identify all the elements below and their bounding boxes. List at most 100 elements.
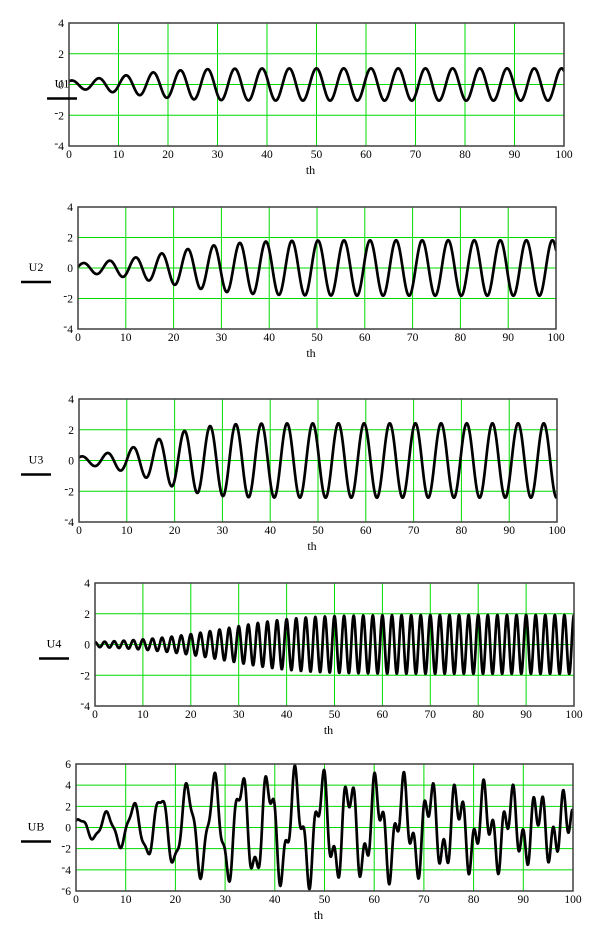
u1-xtick-label: 20 [162,149,174,161]
ub-xtick-label: 20 [170,894,182,906]
ub-x-axis-label: th [314,908,323,922]
u4-xtick-label: 90 [520,709,532,721]
u1-y-axis-label: U1 [55,77,70,91]
u3-xtick-label: 80 [456,525,468,537]
ub-ytick-label: 6 [65,759,71,771]
u1-ytick-label: -2 [54,107,64,122]
u1-xtick-label: 40 [261,149,273,161]
u1-x-axis-label: th [306,163,315,177]
u1-xtick-label: 60 [360,149,372,161]
u3-xtick-label: 30 [217,525,229,537]
u2-xtick-label: 50 [311,332,323,344]
ub-xtick-label: 70 [418,894,430,906]
ub-xtick-label: 60 [368,894,380,906]
u3-axis-box [78,398,558,523]
u2-x-axis-label: th [306,346,315,360]
u3-y-axis-label: U3 [29,453,44,467]
ub-xtick-label: 100 [564,894,582,906]
ub-y-axis-label: UB [28,820,45,834]
u4-ytick-label: 4 [84,578,90,590]
u1-ytick-label: 2 [58,49,64,61]
ub-ytick-label: -4 [61,862,71,877]
u4-axis-box [94,582,575,707]
u2-xtick-label: 20 [168,332,180,344]
u4-xtick-label: 0 [92,709,98,721]
ub-xtick-label: 30 [219,894,231,906]
u4-xtick-label: 20 [185,709,197,721]
u3-ytick-label: 4 [68,394,74,406]
u3-ytick-label: -4 [64,514,74,529]
u2-xtick-label: 30 [216,332,228,344]
u4-y-axis-label: U4 [47,637,62,651]
u2-ytick-label: -2 [63,291,73,306]
u4-xtick-label: 30 [233,709,245,721]
u1-xtick-label: 10 [113,149,125,161]
u1-xtick-label: 100 [555,149,573,161]
ub-ytick-label: 4 [65,780,71,792]
u1-xtick-label: 80 [459,149,471,161]
u1-grid [68,22,565,147]
u4-ytick-label: -4 [80,698,90,713]
u4-xtick-label: 40 [281,709,293,721]
u1-ytick-label: 4 [58,18,64,30]
u3-xtick-label: 100 [548,525,566,537]
u3-x-axis-label: th [307,539,316,553]
u4-trace [95,613,574,676]
u2-xtick-label: 70 [407,332,419,344]
ub-xtick-label: 40 [269,894,281,906]
u2-xtick-label: 60 [359,332,371,344]
ub-xtick-label: 80 [468,894,480,906]
u4-grid [94,582,575,707]
u4-ytick-label: -2 [80,667,90,682]
u2-trace [78,238,556,298]
u4-xtick-label: 70 [425,709,437,721]
ub-ytick-label: -2 [61,841,71,856]
u2-grid [77,206,557,330]
u4-xtick-label: 10 [137,709,149,721]
u1-xtick-label: 0 [66,149,72,161]
u2-axis-box [77,206,557,330]
u3-xtick-label: 20 [169,525,181,537]
u3-xtick-label: 50 [312,525,324,537]
u4-xtick-label: 50 [329,709,341,721]
ub-ytick-label: 0 [65,823,71,835]
u4-xtick-label: 100 [565,709,583,721]
u1-xtick-label: 90 [509,149,521,161]
u2-xtick-label: 10 [120,332,132,344]
ub-xtick-label: 0 [73,894,79,906]
u1-xtick-label: 70 [410,149,422,161]
u3-ytick-label: -2 [64,483,74,498]
u1-ytick-label: -4 [54,138,64,153]
u2-xtick-label: 40 [263,332,275,344]
ub-ytick-label: -6 [61,883,71,898]
u2-xtick-label: 100 [547,332,565,344]
u1-axis-box [68,22,565,147]
u1-xtick-label: 30 [212,149,224,161]
u2-y-axis-label: U2 [29,260,44,274]
u3-xtick-label: 70 [408,525,420,537]
ub-trace [76,764,573,891]
u1-xtick-label: 50 [311,149,323,161]
u3-trace [79,421,557,500]
u4-xtick-label: 80 [472,709,484,721]
ub-xtick-label: 50 [319,894,331,906]
u2-xtick-label: 0 [75,332,81,344]
u4-ytick-label: 2 [84,609,90,621]
u3-xtick-label: 10 [121,525,133,537]
ub-xtick-label: 90 [518,894,530,906]
ub-axis-box [75,763,574,892]
u4-ytick-label: 0 [84,640,90,652]
u2-ytick-label: 0 [67,263,73,275]
ub-xtick-label: 10 [120,894,132,906]
u2-ytick-label: 2 [67,233,73,245]
u3-xtick-label: 40 [264,525,276,537]
u1-ytick-label: 0 [58,80,64,92]
u3-xtick-label: 90 [503,525,515,537]
u2-xtick-label: 90 [502,332,514,344]
